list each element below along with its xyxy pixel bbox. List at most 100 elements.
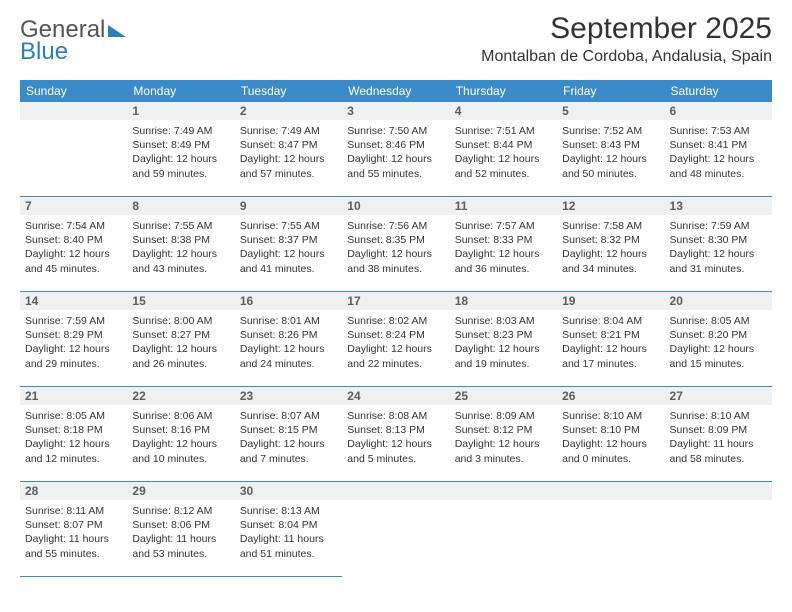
- day-number: 7: [20, 197, 127, 215]
- day-info: Sunrise: 7:58 AMSunset: 8:32 PMDaylight:…: [562, 217, 659, 276]
- calendar-cell: 17 Sunrise: 8:02 AMSunset: 8:24 PMDayligh…: [342, 292, 449, 387]
- calendar-body: 1 Sunrise: 7:49 AMSunset: 8:49 PMDaylight…: [20, 102, 772, 577]
- logo-triangle-icon: [108, 25, 126, 37]
- day-info: Sunrise: 8:11 AMSunset: 8:07 PMDaylight:…: [25, 502, 122, 561]
- day-info: Sunrise: 7:59 AMSunset: 8:30 PMDaylight:…: [670, 217, 767, 276]
- calendar-cell: 26Sunrise: 8:10 AMSunset: 8:10 PMDayligh…: [557, 387, 664, 482]
- day-info: Sunrise: 8:05 AMSunset: 8:20 PMDaylight:…: [670, 312, 767, 371]
- calendar-week: 7 Sunrise: 7:54 AMSunset: 8:40 PMDaylight…: [20, 197, 772, 292]
- calendar-cell: 25Sunrise: 8:09 AMSunset: 8:12 PMDayligh…: [450, 387, 557, 482]
- day-number: 26: [557, 387, 664, 405]
- day-number: 14: [20, 292, 127, 310]
- calendar-week: 1 Sunrise: 7:49 AMSunset: 8:49 PMDaylight…: [20, 102, 772, 197]
- location-subtitle: Montalban de Cordoba, Andalusia, Spain: [481, 48, 772, 66]
- day-number-empty: [557, 482, 664, 500]
- day-number: 21: [20, 387, 127, 405]
- day-info: Sunrise: 7:55 AMSunset: 8:37 PMDaylight:…: [240, 217, 337, 276]
- day-number: 16: [235, 292, 342, 310]
- day-info: Sunrise: 8:04 AMSunset: 8:21 PMDaylight:…: [562, 312, 659, 371]
- calendar-cell: 18 Sunrise: 8:03 AMSunset: 8:23 PMDayligh…: [450, 292, 557, 387]
- day-info: Sunrise: 8:02 AMSunset: 8:24 PMDaylight:…: [347, 312, 444, 371]
- calendar-cell: [342, 482, 449, 577]
- day-number-empty: [450, 482, 557, 500]
- day-header-sunday: Sunday: [20, 80, 127, 102]
- calendar-cell: 3 Sunrise: 7:50 AMSunset: 8:46 PMDaylight…: [342, 102, 449, 197]
- calendar-cell: [557, 482, 664, 577]
- day-number: 13: [665, 197, 772, 215]
- day-info: Sunrise: 8:07 AMSunset: 8:15 PMDaylight:…: [240, 407, 337, 466]
- day-info: Sunrise: 7:52 AMSunset: 8:43 PMDaylight:…: [562, 122, 659, 181]
- day-header-monday: Monday: [127, 80, 234, 102]
- day-info: Sunrise: 7:49 AMSunset: 8:49 PMDaylight:…: [132, 122, 229, 181]
- day-number: 18: [450, 292, 557, 310]
- calendar-cell: 2 Sunrise: 7:49 AMSunset: 8:47 PMDaylight…: [235, 102, 342, 197]
- day-number: 5: [557, 102, 664, 120]
- day-number: 10: [342, 197, 449, 215]
- day-number: 30: [235, 482, 342, 500]
- calendar-cell: 8 Sunrise: 7:55 AMSunset: 8:38 PMDaylight…: [127, 197, 234, 292]
- day-number-empty: [20, 102, 127, 120]
- day-number: 2: [235, 102, 342, 120]
- calendar-cell: [20, 102, 127, 197]
- day-info: Sunrise: 7:59 AMSunset: 8:29 PMDaylight:…: [25, 312, 122, 371]
- day-header-saturday: Saturday: [665, 80, 772, 102]
- day-info: Sunrise: 7:50 AMSunset: 8:46 PMDaylight:…: [347, 122, 444, 181]
- calendar-week: 14 Sunrise: 7:59 AMSunset: 8:29 PMDayligh…: [20, 292, 772, 387]
- day-number-empty: [342, 482, 449, 500]
- day-number: 20: [665, 292, 772, 310]
- day-info: Sunrise: 8:01 AMSunset: 8:26 PMDaylight:…: [240, 312, 337, 371]
- day-header-tuesday: Tuesday: [235, 80, 342, 102]
- day-header-wednesday: Wednesday: [342, 80, 449, 102]
- day-number: 3: [342, 102, 449, 120]
- calendar-cell: 29 Sunrise: 8:12 AMSunset: 8:06 PMDayligh…: [127, 482, 234, 577]
- day-info: Sunrise: 7:54 AMSunset: 8:40 PMDaylight:…: [25, 217, 122, 276]
- day-info: Sunrise: 8:12 AMSunset: 8:06 PMDaylight:…: [132, 502, 229, 561]
- calendar-cell: 14 Sunrise: 7:59 AMSunset: 8:29 PMDayligh…: [20, 292, 127, 387]
- calendar-cell: 30 Sunrise: 8:13 AMSunset: 8:04 PMDayligh…: [235, 482, 342, 577]
- day-number: 29: [127, 482, 234, 500]
- day-number: 8: [127, 197, 234, 215]
- calendar-cell: 19 Sunrise: 8:04 AMSunset: 8:21 PMDayligh…: [557, 292, 664, 387]
- title-block: September 2025 Montalban de Cordoba, And…: [481, 12, 772, 66]
- calendar-cell: 9 Sunrise: 7:55 AMSunset: 8:37 PMDaylight…: [235, 197, 342, 292]
- calendar-cell: [665, 482, 772, 577]
- calendar-cell: 16 Sunrise: 8:01 AMSunset: 8:26 PMDayligh…: [235, 292, 342, 387]
- calendar-week: 28Sunrise: 8:11 AMSunset: 8:07 PMDayligh…: [20, 482, 772, 577]
- calendar-cell: 15Sunrise: 8:00 AMSunset: 8:27 PMDayligh…: [127, 292, 234, 387]
- day-info: Sunrise: 7:49 AMSunset: 8:47 PMDaylight:…: [240, 122, 337, 181]
- calendar-table: SundayMondayTuesdayWednesdayThursdayFrid…: [20, 80, 772, 577]
- day-info: Sunrise: 8:03 AMSunset: 8:23 PMDaylight:…: [455, 312, 552, 371]
- calendar-cell: 21 Sunrise: 8:05 AMSunset: 8:18 PMDayligh…: [20, 387, 127, 482]
- day-number: 4: [450, 102, 557, 120]
- day-number: 9: [235, 197, 342, 215]
- calendar-cell: 13 Sunrise: 7:59 AMSunset: 8:30 PMDayligh…: [665, 197, 772, 292]
- calendar-cell: 5 Sunrise: 7:52 AMSunset: 8:43 PMDaylight…: [557, 102, 664, 197]
- day-header-friday: Friday: [557, 80, 664, 102]
- month-title: September 2025: [481, 12, 772, 46]
- day-info: Sunrise: 8:08 AMSunset: 8:13 PMDaylight:…: [347, 407, 444, 466]
- day-number: 11: [450, 197, 557, 215]
- day-info: Sunrise: 7:55 AMSunset: 8:38 PMDaylight:…: [132, 217, 229, 276]
- calendar-cell: 4 Sunrise: 7:51 AMSunset: 8:44 PMDaylight…: [450, 102, 557, 197]
- day-number: 24: [342, 387, 449, 405]
- day-info: Sunrise: 7:56 AMSunset: 8:35 PMDaylight:…: [347, 217, 444, 276]
- day-info: Sunrise: 8:13 AMSunset: 8:04 PMDaylight:…: [240, 502, 337, 561]
- calendar-cell: 22Sunrise: 8:06 AMSunset: 8:16 PMDayligh…: [127, 387, 234, 482]
- day-number: 12: [557, 197, 664, 215]
- calendar-cell: 10 Sunrise: 7:56 AMSunset: 8:35 PMDayligh…: [342, 197, 449, 292]
- calendar-cell: 20 Sunrise: 8:05 AMSunset: 8:20 PMDayligh…: [665, 292, 772, 387]
- calendar-cell: 11Sunrise: 7:57 AMSunset: 8:33 PMDayligh…: [450, 197, 557, 292]
- calendar-cell: 24 Sunrise: 8:08 AMSunset: 8:13 PMDayligh…: [342, 387, 449, 482]
- calendar-cell: 7 Sunrise: 7:54 AMSunset: 8:40 PMDaylight…: [20, 197, 127, 292]
- calendar-cell: 6Sunrise: 7:53 AMSunset: 8:41 PMDaylight…: [665, 102, 772, 197]
- day-number: 19: [557, 292, 664, 310]
- day-number: 23: [235, 387, 342, 405]
- day-info: Sunrise: 8:00 AMSunset: 8:27 PMDaylight:…: [132, 312, 229, 371]
- day-info: Sunrise: 7:51 AMSunset: 8:44 PMDaylight:…: [455, 122, 552, 181]
- day-number: 1: [127, 102, 234, 120]
- day-info: Sunrise: 8:05 AMSunset: 8:18 PMDaylight:…: [25, 407, 122, 466]
- day-number: 17: [342, 292, 449, 310]
- day-number: 6: [665, 102, 772, 120]
- day-header-thursday: Thursday: [450, 80, 557, 102]
- day-info: Sunrise: 8:06 AMSunset: 8:16 PMDaylight:…: [132, 407, 229, 466]
